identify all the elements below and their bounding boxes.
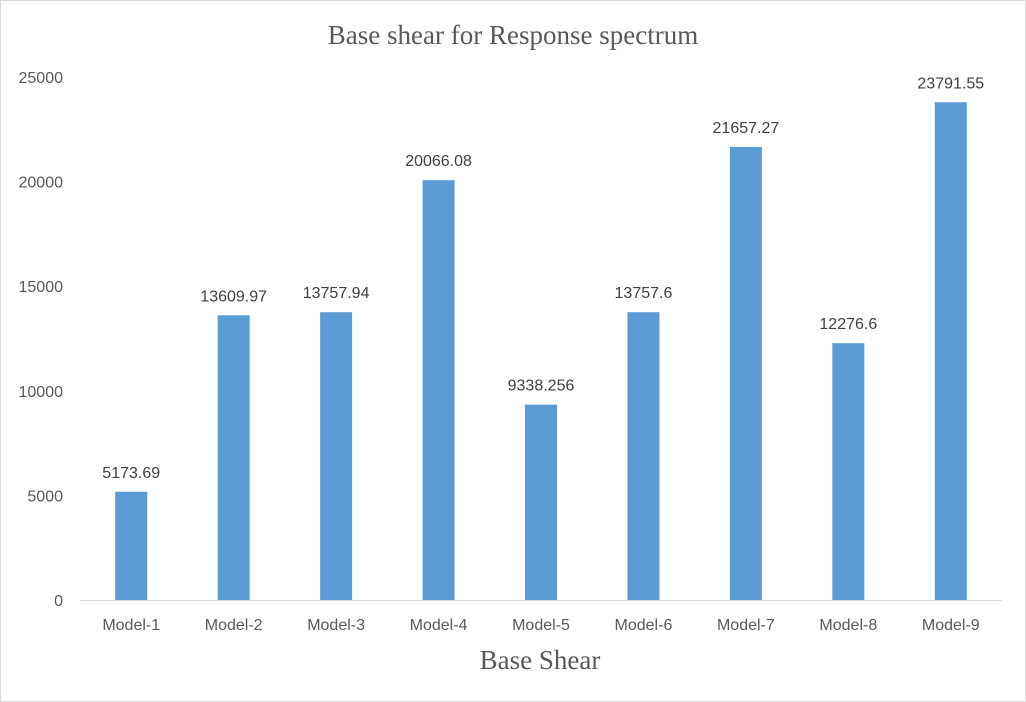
x-tick-label: Model-6 xyxy=(615,617,673,634)
x-tick-label: Model-8 xyxy=(819,617,877,634)
y-tick-label: 5000 xyxy=(27,488,63,505)
data-label: 9338.256 xyxy=(508,378,575,395)
y-tick-label: 10000 xyxy=(19,384,64,401)
x-tick-label: Model-2 xyxy=(205,617,263,634)
bar-model-1 xyxy=(115,491,148,600)
data-label: 20066.08 xyxy=(405,153,472,170)
x-tick-label: Model-9 xyxy=(922,617,980,634)
bar-model-8 xyxy=(832,343,865,600)
bar-model-7 xyxy=(729,146,762,600)
data-label: 13757.94 xyxy=(303,285,370,302)
bar-model-9 xyxy=(934,102,967,601)
x-tick-label: Model-1 xyxy=(102,617,160,634)
bar-model-2 xyxy=(217,315,250,600)
data-label: 13757.6 xyxy=(615,285,673,302)
data-label: 12276.6 xyxy=(819,316,877,333)
bar-model-6 xyxy=(627,312,660,600)
data-labels: 5173.69 13609.97 13757.94 20066.08 9338.256 1… xyxy=(102,75,984,481)
x-tick-label: Model-4 xyxy=(410,617,468,634)
bar-model-5 xyxy=(525,404,557,600)
data-label: 23791.55 xyxy=(917,75,984,92)
data-label: 13609.97 xyxy=(200,288,267,305)
data-label: 21657.27 xyxy=(713,120,780,137)
bar-model-4 xyxy=(422,180,455,601)
y-tick-label: 20000 xyxy=(19,175,64,192)
x-tick-label: Model-5 xyxy=(512,617,570,634)
x-tick-label: Model-3 xyxy=(307,617,365,634)
y-axis-ticks: 0 5000 10000 15000 20000 25000 xyxy=(19,70,64,610)
x-tick-label: Model-7 xyxy=(717,617,775,634)
y-tick-label: 25000 xyxy=(19,70,64,87)
y-tick-label: 15000 xyxy=(19,279,64,296)
bars xyxy=(115,102,967,601)
data-label: 5173.69 xyxy=(102,465,160,482)
chart-title: Base shear for Response spectrum xyxy=(328,20,698,50)
bar-model-3 xyxy=(320,312,353,600)
x-axis-ticks: Model-1 Model-2 Model-3 Model-4 Model-5 Model… xyxy=(102,617,979,634)
x-axis-title: Base Shear xyxy=(480,645,601,675)
y-tick-label: 0 xyxy=(54,593,63,610)
